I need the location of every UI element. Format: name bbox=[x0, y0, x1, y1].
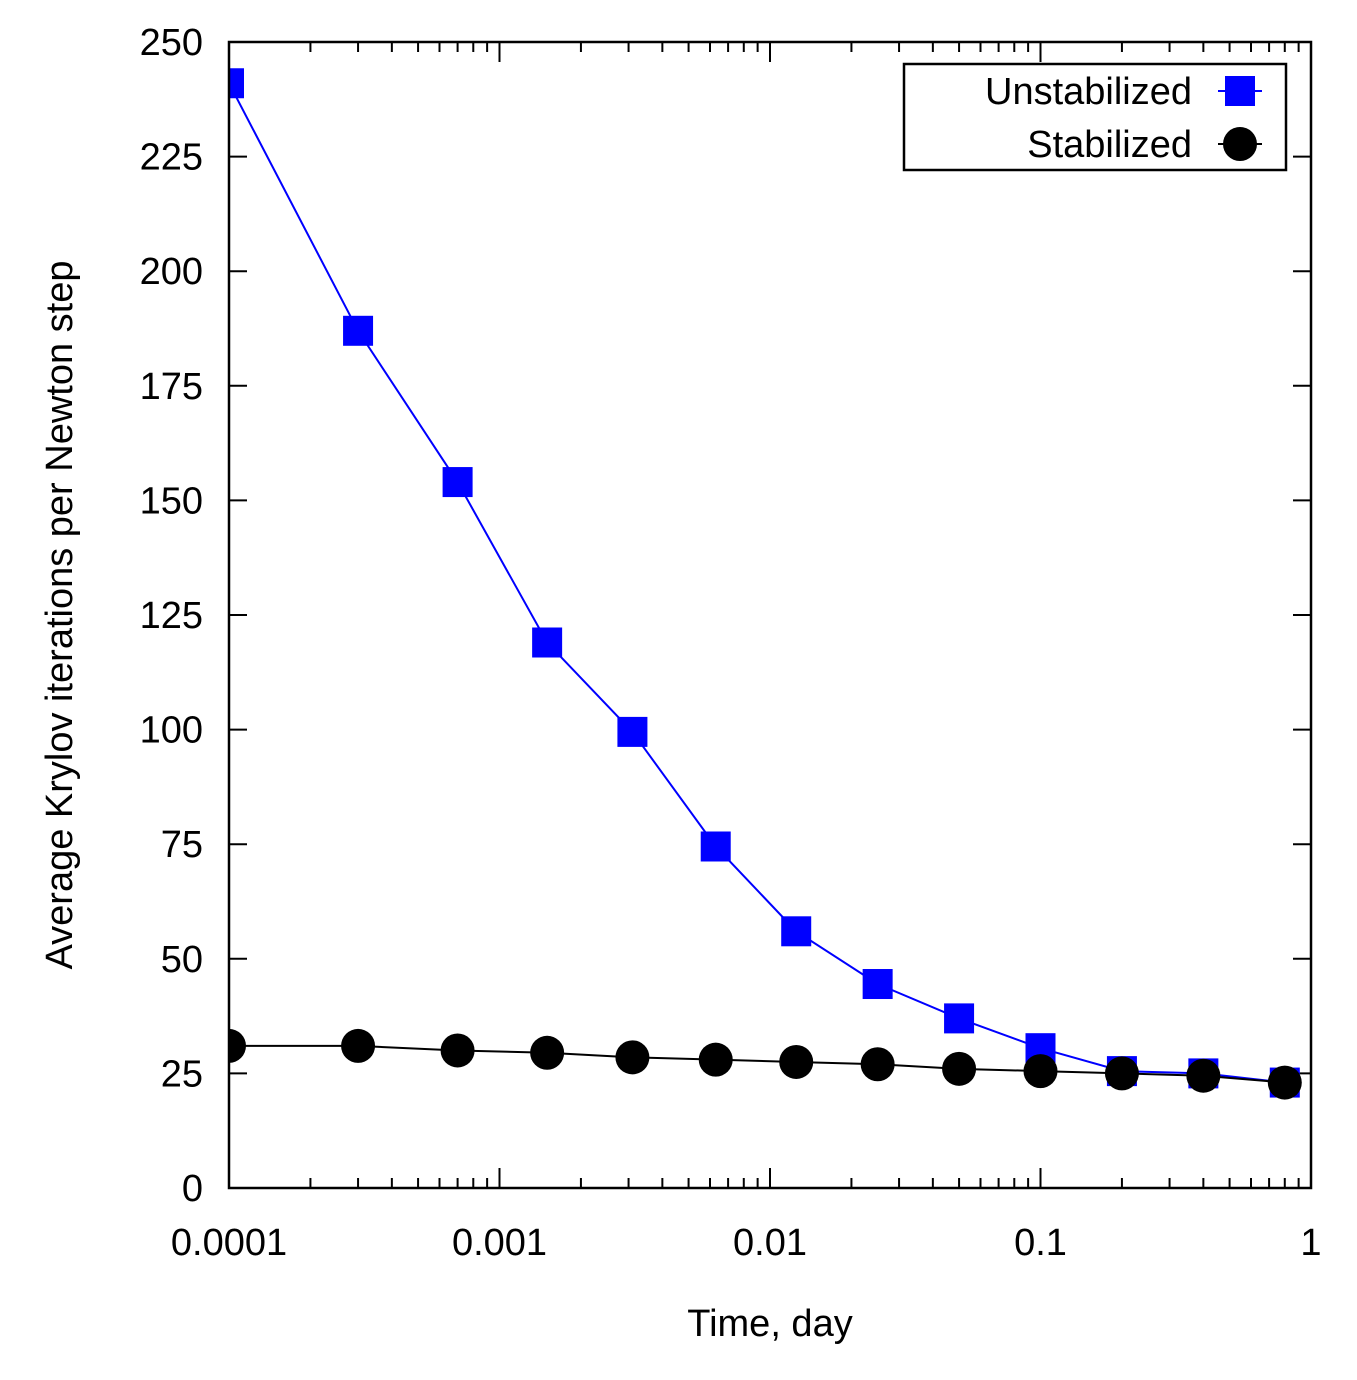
x-tick-label: 0.001 bbox=[452, 1222, 547, 1264]
y-axis-title: Average Krylov iterations per Newton ste… bbox=[39, 261, 81, 970]
y-tick-label: 225 bbox=[140, 137, 203, 179]
legend-label-stabilized: Stabilized bbox=[1027, 124, 1192, 166]
data-point-stabilized bbox=[440, 1033, 475, 1068]
y-tick-label: 125 bbox=[140, 595, 203, 637]
data-point-unstabilized bbox=[532, 627, 563, 658]
data-point-stabilized bbox=[1023, 1054, 1058, 1089]
data-point-unstabilized bbox=[700, 831, 731, 862]
y-tick-label: 0 bbox=[182, 1168, 203, 1210]
x-tick-label: 0.1 bbox=[1014, 1222, 1067, 1264]
plot-frame bbox=[227, 40, 1313, 1190]
data-point-unstabilized bbox=[442, 467, 473, 498]
series-layer bbox=[229, 68, 1302, 1100]
data-point-unstabilized bbox=[781, 916, 812, 947]
data-point-stabilized bbox=[229, 1028, 246, 1063]
ticks bbox=[228, 41, 1312, 1189]
y-tick-label: 150 bbox=[140, 480, 203, 522]
x-tick-label: 0.0001 bbox=[171, 1222, 287, 1264]
series-line-unstabilized bbox=[229, 82, 1285, 1084]
data-point-stabilized bbox=[341, 1028, 376, 1063]
y-tick-label: 50 bbox=[161, 939, 203, 981]
tick-labels: 0 25 50 75 100 125 150 175 200 225 250 0.0001 0.001 0… bbox=[140, 22, 1322, 1264]
data-point-stabilized bbox=[942, 1051, 977, 1086]
y-tick-label: 250 bbox=[140, 22, 203, 64]
data-point-unstabilized bbox=[617, 716, 648, 747]
x-tick-label: 1 bbox=[1300, 1222, 1321, 1264]
x-tick-label: 0.01 bbox=[733, 1222, 807, 1264]
data-point-unstabilized bbox=[944, 1003, 975, 1034]
data-point-stabilized bbox=[1104, 1056, 1139, 1091]
data-point-unstabilized bbox=[229, 68, 244, 99]
y-tick-label: 25 bbox=[161, 1053, 203, 1095]
legend-box bbox=[902, 62, 1288, 172]
y-tick-label: 175 bbox=[140, 366, 203, 408]
data-point-unstabilized bbox=[862, 969, 893, 1000]
y-tick-label: 200 bbox=[140, 251, 203, 293]
legend-marker-unstabilized bbox=[1225, 76, 1255, 106]
data-point-stabilized bbox=[530, 1035, 565, 1070]
x-axis-title: Time, day bbox=[687, 1303, 852, 1345]
y-tick-label: 75 bbox=[161, 824, 203, 866]
legend-label-unstabilized: Unstabilized bbox=[985, 71, 1192, 113]
data-point-stabilized bbox=[698, 1042, 733, 1077]
legend-marker-stabilized bbox=[1223, 127, 1257, 161]
data-point-stabilized bbox=[615, 1040, 650, 1075]
legend: Unstabilized Stabilized bbox=[902, 62, 1288, 172]
y-tick-label: 100 bbox=[140, 710, 203, 752]
data-point-stabilized bbox=[1186, 1058, 1221, 1093]
data-point-stabilized bbox=[779, 1044, 814, 1079]
data-point-stabilized bbox=[1267, 1065, 1302, 1100]
data-point-stabilized bbox=[860, 1047, 895, 1082]
data-point-unstabilized bbox=[343, 315, 374, 346]
